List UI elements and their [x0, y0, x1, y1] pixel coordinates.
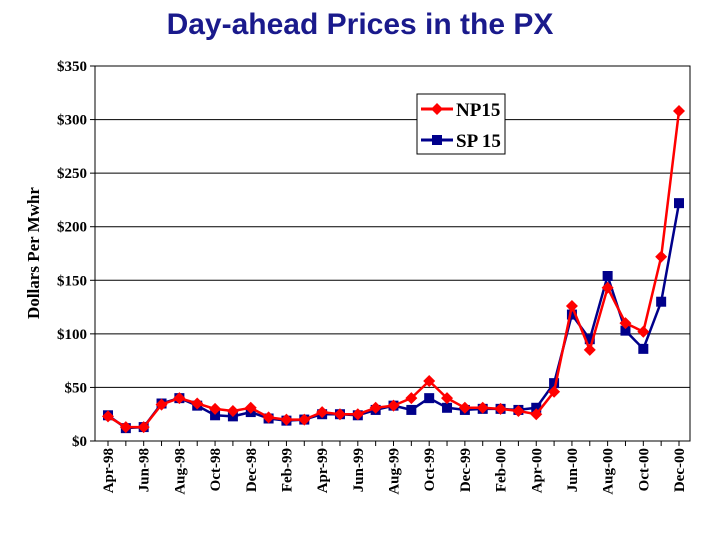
data-point-sp15: [210, 410, 221, 421]
data-point-np15: [173, 392, 186, 405]
legend-box: [416, 93, 506, 155]
data-point-sp15: [638, 343, 649, 354]
data-point-np15: [565, 300, 578, 312]
series-np15: [102, 105, 685, 434]
y-tick-label: $350: [57, 59, 87, 75]
x-tick-label: Apr-00: [529, 448, 545, 493]
data-point-np15: [601, 281, 614, 294]
x-tick-label: Jun-99: [351, 448, 367, 492]
legend-sp15-marker: [432, 135, 442, 145]
data-point-np15: [280, 413, 293, 426]
x-tick-label: Feb-00: [494, 448, 510, 492]
data-point-sp15: [549, 378, 560, 389]
y-tick-label: $300: [57, 113, 87, 129]
y-tick-label: $250: [57, 166, 87, 182]
x-tick-label: Aug-00: [601, 448, 617, 495]
data-point-sp15: [531, 402, 542, 413]
series-layer: [102, 105, 685, 434]
data-point-np15: [316, 406, 329, 419]
chart-title: Day-ahead Prices in the PX: [166, 8, 554, 41]
data-point-np15: [476, 401, 489, 414]
legend: NP15 SP 15: [416, 93, 506, 155]
x-tick-label: Apr-98: [101, 448, 117, 493]
x-tick-label: Aug-99: [387, 448, 403, 495]
data-point-np15: [137, 421, 150, 434]
data-point-np15: [387, 399, 400, 412]
plot-area: [94, 65, 691, 442]
grid-layer: [95, 65, 690, 442]
data-point-sp15: [620, 325, 631, 336]
y-axis: $0 $50 $100 $150 $200 $250 $300 $350: [57, 59, 95, 450]
legend-sp15-label: SP 15: [456, 131, 501, 152]
data-point-sp15: [584, 334, 595, 345]
data-point-sp15: [442, 402, 453, 413]
x-tick-label: Aug-98: [172, 448, 188, 495]
data-point-np15: [673, 105, 685, 117]
data-point-np15: [494, 402, 507, 415]
series-sp15: [103, 198, 684, 434]
y-tick-label: $0: [72, 434, 87, 450]
x-tick-label: Feb-99: [279, 448, 295, 492]
data-point-np15: [530, 408, 543, 421]
data-point-np15: [405, 392, 418, 405]
y-tick-label: $150: [57, 273, 87, 289]
data-point-sp15: [602, 271, 613, 281]
data-point-np15: [298, 413, 311, 426]
series-line-sp15: [107, 202, 681, 430]
x-tick-label: Dec-99: [458, 448, 474, 492]
y-tick-label: $100: [57, 327, 87, 343]
data-point-np15: [655, 250, 668, 263]
data-point-np15: [191, 397, 204, 410]
data-point-np15: [351, 408, 364, 421]
data-point-np15: [637, 325, 650, 338]
data-point-sp15: [566, 309, 577, 320]
x-tick-label: Oct-00: [636, 448, 652, 491]
data-point-np15: [369, 401, 382, 414]
data-point-np15: [119, 421, 132, 434]
data-point-np15: [512, 405, 525, 417]
data-point-np15: [441, 392, 454, 405]
data-point-np15: [548, 385, 561, 398]
x-tick-label: Jun-00: [565, 448, 581, 492]
data-point-np15: [583, 343, 596, 356]
data-point-np15: [423, 375, 436, 387]
data-point-np15: [102, 410, 114, 423]
data-point-np15: [209, 402, 222, 415]
x-tick-label: Dec-98: [244, 448, 260, 492]
legend-np15-label: NP15: [456, 100, 500, 121]
x-tick-label: Dec-00: [672, 448, 688, 492]
series-line-np15: [107, 110, 681, 429]
legend-np15-marker: [431, 103, 443, 115]
data-point-np15: [262, 411, 275, 424]
data-point-np15: [155, 398, 168, 411]
y-tick-label: $50: [65, 380, 88, 396]
data-point-np15: [333, 408, 346, 421]
data-point-sp15: [656, 296, 667, 307]
x-tick-label: Apr-99: [315, 448, 331, 493]
data-point-np15: [226, 405, 239, 417]
data-point-sp15: [406, 404, 417, 415]
data-point-np15: [619, 317, 632, 330]
x-axis: Apr-98 Jun-98 Aug-98 Oct-98 Dec-98 Feb-99 Apr-…: [101, 441, 688, 495]
x-tick-label: Oct-98: [208, 448, 224, 491]
y-tick-label: $200: [57, 220, 87, 236]
x-tick-label: Oct-99: [422, 448, 438, 491]
data-point-np15: [458, 401, 471, 414]
y-axis-label: Dollars Per Mwhr: [24, 187, 43, 319]
data-point-sp15: [674, 198, 684, 209]
data-point-np15: [244, 401, 257, 414]
data-point-sp15: [424, 393, 435, 404]
x-tick-label: Jun-98: [137, 448, 153, 492]
